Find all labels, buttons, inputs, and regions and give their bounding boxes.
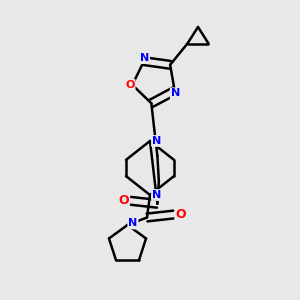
Text: N: N	[171, 88, 180, 98]
Text: O: O	[125, 80, 135, 90]
Text: N: N	[152, 190, 161, 200]
Text: O: O	[175, 208, 186, 221]
Text: O: O	[118, 194, 129, 207]
Text: N: N	[128, 218, 137, 229]
Text: N: N	[140, 53, 149, 63]
Text: N: N	[152, 136, 161, 146]
